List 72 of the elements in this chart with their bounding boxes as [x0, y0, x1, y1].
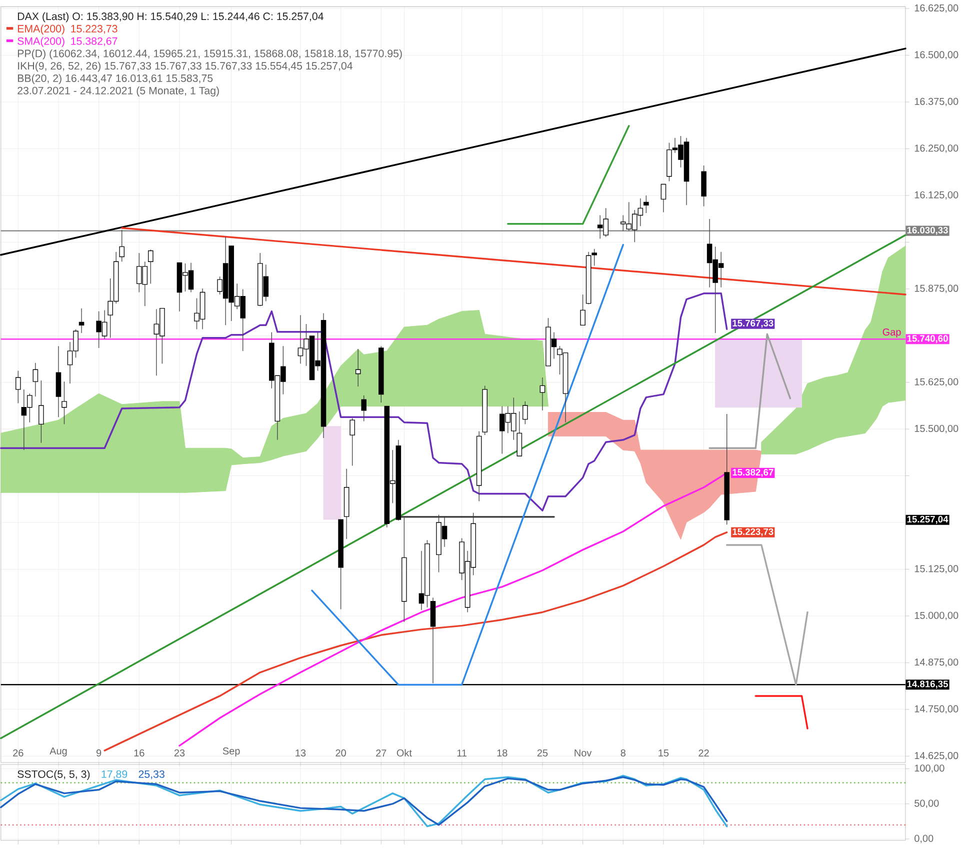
candlestick	[355, 348, 361, 388]
ref-line-label: 15.740,60	[907, 335, 948, 344]
x-tick-label: 16	[134, 750, 144, 757]
x-tick-label: 27	[376, 750, 386, 757]
candlestick	[644, 195, 649, 214]
annotation: Gap	[882, 328, 901, 338]
y-tick-label: 15.500,00	[914, 425, 958, 434]
x-tick-label: 8	[620, 750, 626, 757]
text: 15.257,04	[907, 516, 948, 524]
y-tick-label: 15.625,00	[914, 378, 958, 387]
ref-line-label: 14.816,35	[907, 680, 948, 689]
candlestick	[32, 362, 38, 398]
y-tick-label: 50,00	[914, 800, 939, 808]
data-label: 15.382,67	[732, 469, 774, 478]
x-tick-label: 13	[296, 750, 306, 757]
x-tick-label: Aug	[50, 748, 67, 757]
ref-line-label: 16.030,33	[907, 227, 948, 236]
y-tick-label: 14.625,00	[914, 752, 958, 760]
x-tick-label: 26	[13, 750, 24, 757]
y-tick-label: 16.125,00	[914, 192, 958, 200]
candlestick	[580, 294, 586, 326]
y-tick-label: 15.125,00	[914, 565, 958, 574]
y-tick-label: 14.875,00	[914, 658, 958, 668]
candlestick	[78, 308, 84, 334]
candlestick	[16, 370, 21, 404]
x-tick-label: 23	[174, 750, 185, 757]
x-tick-label: 20	[336, 750, 346, 757]
y-tick-label: 100,00	[914, 764, 944, 774]
y-tick-label: 16.625,00	[914, 4, 958, 13]
y-tick-label: 15.000,00	[914, 612, 958, 620]
x-tick-label: 18	[497, 750, 508, 757]
candlestick	[62, 382, 67, 425]
data-label: 15.767,33	[732, 320, 774, 328]
line-series	[0, 292, 728, 512]
candlestick	[540, 377, 546, 411]
legend-label: EMA(200)	[18, 24, 64, 35]
x-tick-label: Okt	[396, 749, 412, 757]
x-tick-label: 22	[698, 750, 709, 757]
chart-title: DAX (Last) O: 15.383,90 H: 15.540,29 L: 15.244,46 C: 15.257,04	[18, 12, 324, 22]
legend-label: SMA(200)	[18, 37, 64, 48]
y-tick-label: 15.875,00	[914, 285, 958, 294]
candlestick	[660, 184, 666, 213]
candlestick	[148, 250, 154, 284]
y-tick-label: 0,00	[914, 835, 934, 844]
y-tick-label: 16.375,00	[914, 98, 958, 106]
text: 15.223,73	[71, 25, 118, 34]
candlestick	[522, 401, 528, 425]
candlestick	[516, 411, 522, 457]
annotation: IKH(9, 26, 52, 26) 15.767,33 15.767,33 15.767,33 15.554,45 15.257,04	[18, 62, 352, 72]
annotation: BB(20, 2) 16.443,47 16.013,61 15.583,75	[18, 74, 213, 84]
x-tick-label: 9	[96, 750, 102, 757]
x-tick-label: Sep	[222, 748, 240, 757]
x-tick-label: 15	[658, 750, 669, 757]
data-label: 15.223,73	[732, 528, 774, 537]
chart-title: SSTOC(5, 5, 3)	[18, 770, 90, 780]
candlestick	[119, 230, 125, 262]
annotation: 17,89	[102, 770, 128, 780]
y-tick-label: 16.500,00	[914, 51, 958, 60]
annotation: 23.07.2021 - 24.12.2021 (5 Monate, 1 Tag)	[18, 86, 219, 97]
x-tick-label: 25	[537, 750, 548, 757]
annotation: PP(D) (16062.34, 16012.44, 15965.21, 15915.31, 15868.08, 15818.18, 15770.95)	[18, 50, 402, 60]
candlestick	[361, 395, 366, 422]
text: 15.382,67	[71, 38, 118, 46]
annotation: 25,33	[138, 770, 164, 780]
x-tick-label: 11	[457, 750, 467, 757]
y-tick-label: 16.250,00	[914, 144, 958, 154]
y-tick-label: 14.750,00	[914, 706, 958, 714]
candlestick	[350, 418, 355, 466]
candlestick	[38, 380, 44, 444]
candlestick	[592, 248, 597, 266]
candlestick	[56, 346, 62, 418]
x-tick-label: Nov	[574, 750, 592, 757]
